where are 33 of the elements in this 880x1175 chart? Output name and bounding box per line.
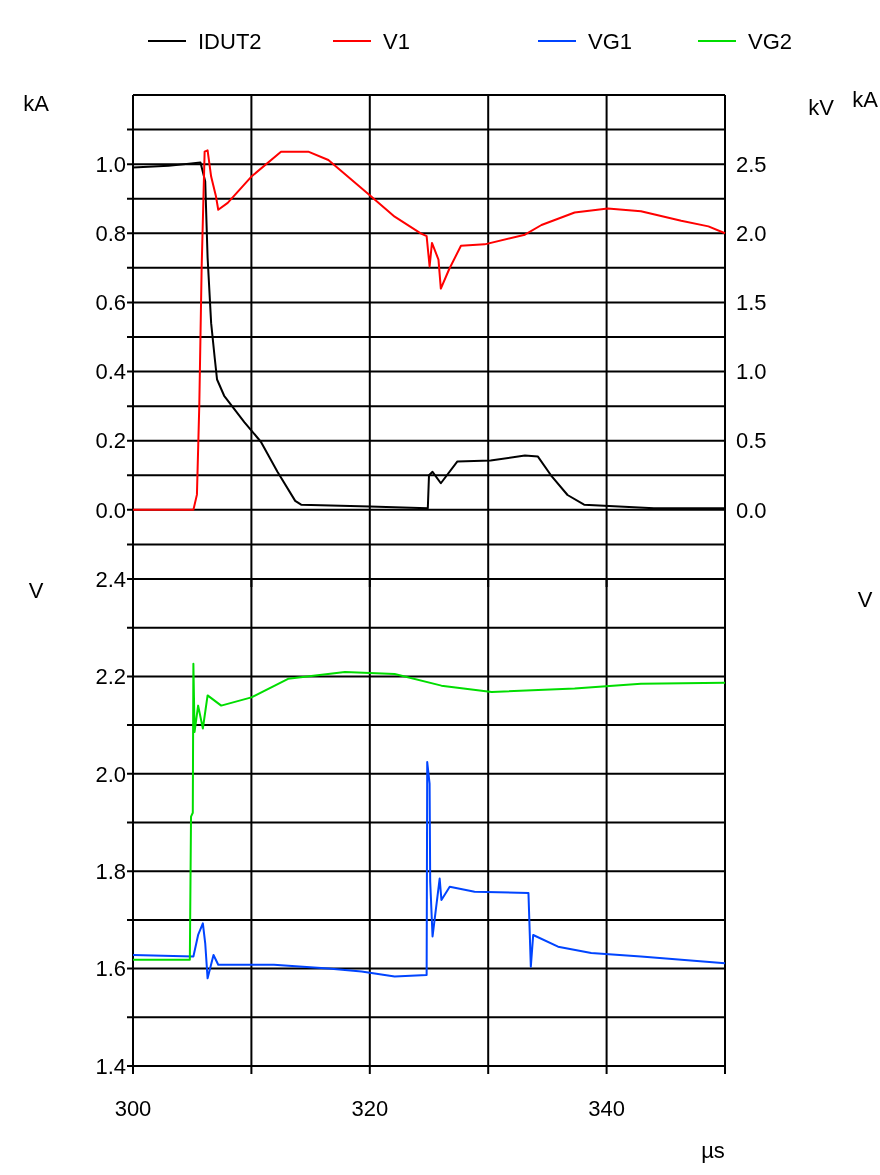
x-tick-label: 340	[588, 1096, 625, 1121]
y-tick-label: 2.0	[95, 761, 126, 787]
y-tick-label: 1.8	[95, 858, 126, 884]
y-tick-label: 0.0	[95, 497, 126, 523]
line-series	[132, 662, 726, 961]
y2-tick-label: 0.5	[736, 428, 767, 454]
legend-label: IDUT2	[198, 28, 262, 54]
legend-label: VG1	[588, 28, 633, 54]
y2-tick-label: 2.0	[736, 220, 767, 246]
y-tick-label: 1.0	[95, 151, 126, 177]
text: V	[857, 587, 873, 612]
y-tick-label: 1.4	[95, 1053, 126, 1079]
legend-label: VG2	[748, 28, 793, 54]
y-tick-label: 2.4	[95, 566, 126, 592]
text: kA	[852, 87, 879, 112]
line-series	[132, 761, 726, 980]
x-tick-label: 300	[114, 1096, 152, 1121]
y-tick-label: 0.4	[95, 359, 126, 385]
y-tick-label: 0.8	[95, 220, 126, 246]
y-axis-title: kA	[23, 91, 50, 116]
y2-axis-title: kV	[808, 95, 835, 120]
legend-label: V1	[383, 28, 410, 54]
x-axis-title: µs	[701, 1138, 725, 1163]
y2-tick-label: 1.0	[736, 359, 767, 385]
y2-tick-label: 0.0	[736, 497, 767, 523]
y2-tick-label: 1.5	[736, 290, 767, 316]
x-tick-label: 320	[351, 1096, 389, 1121]
y-tick-label: 1.6	[95, 956, 126, 982]
y-tick-label: 0.6	[95, 290, 126, 316]
y-axis-title: V	[28, 578, 44, 603]
y2-tick-label: 2.5	[736, 151, 767, 177]
y-tick-label: 2.2	[95, 664, 126, 690]
y-tick-label: 0.2	[95, 428, 126, 454]
